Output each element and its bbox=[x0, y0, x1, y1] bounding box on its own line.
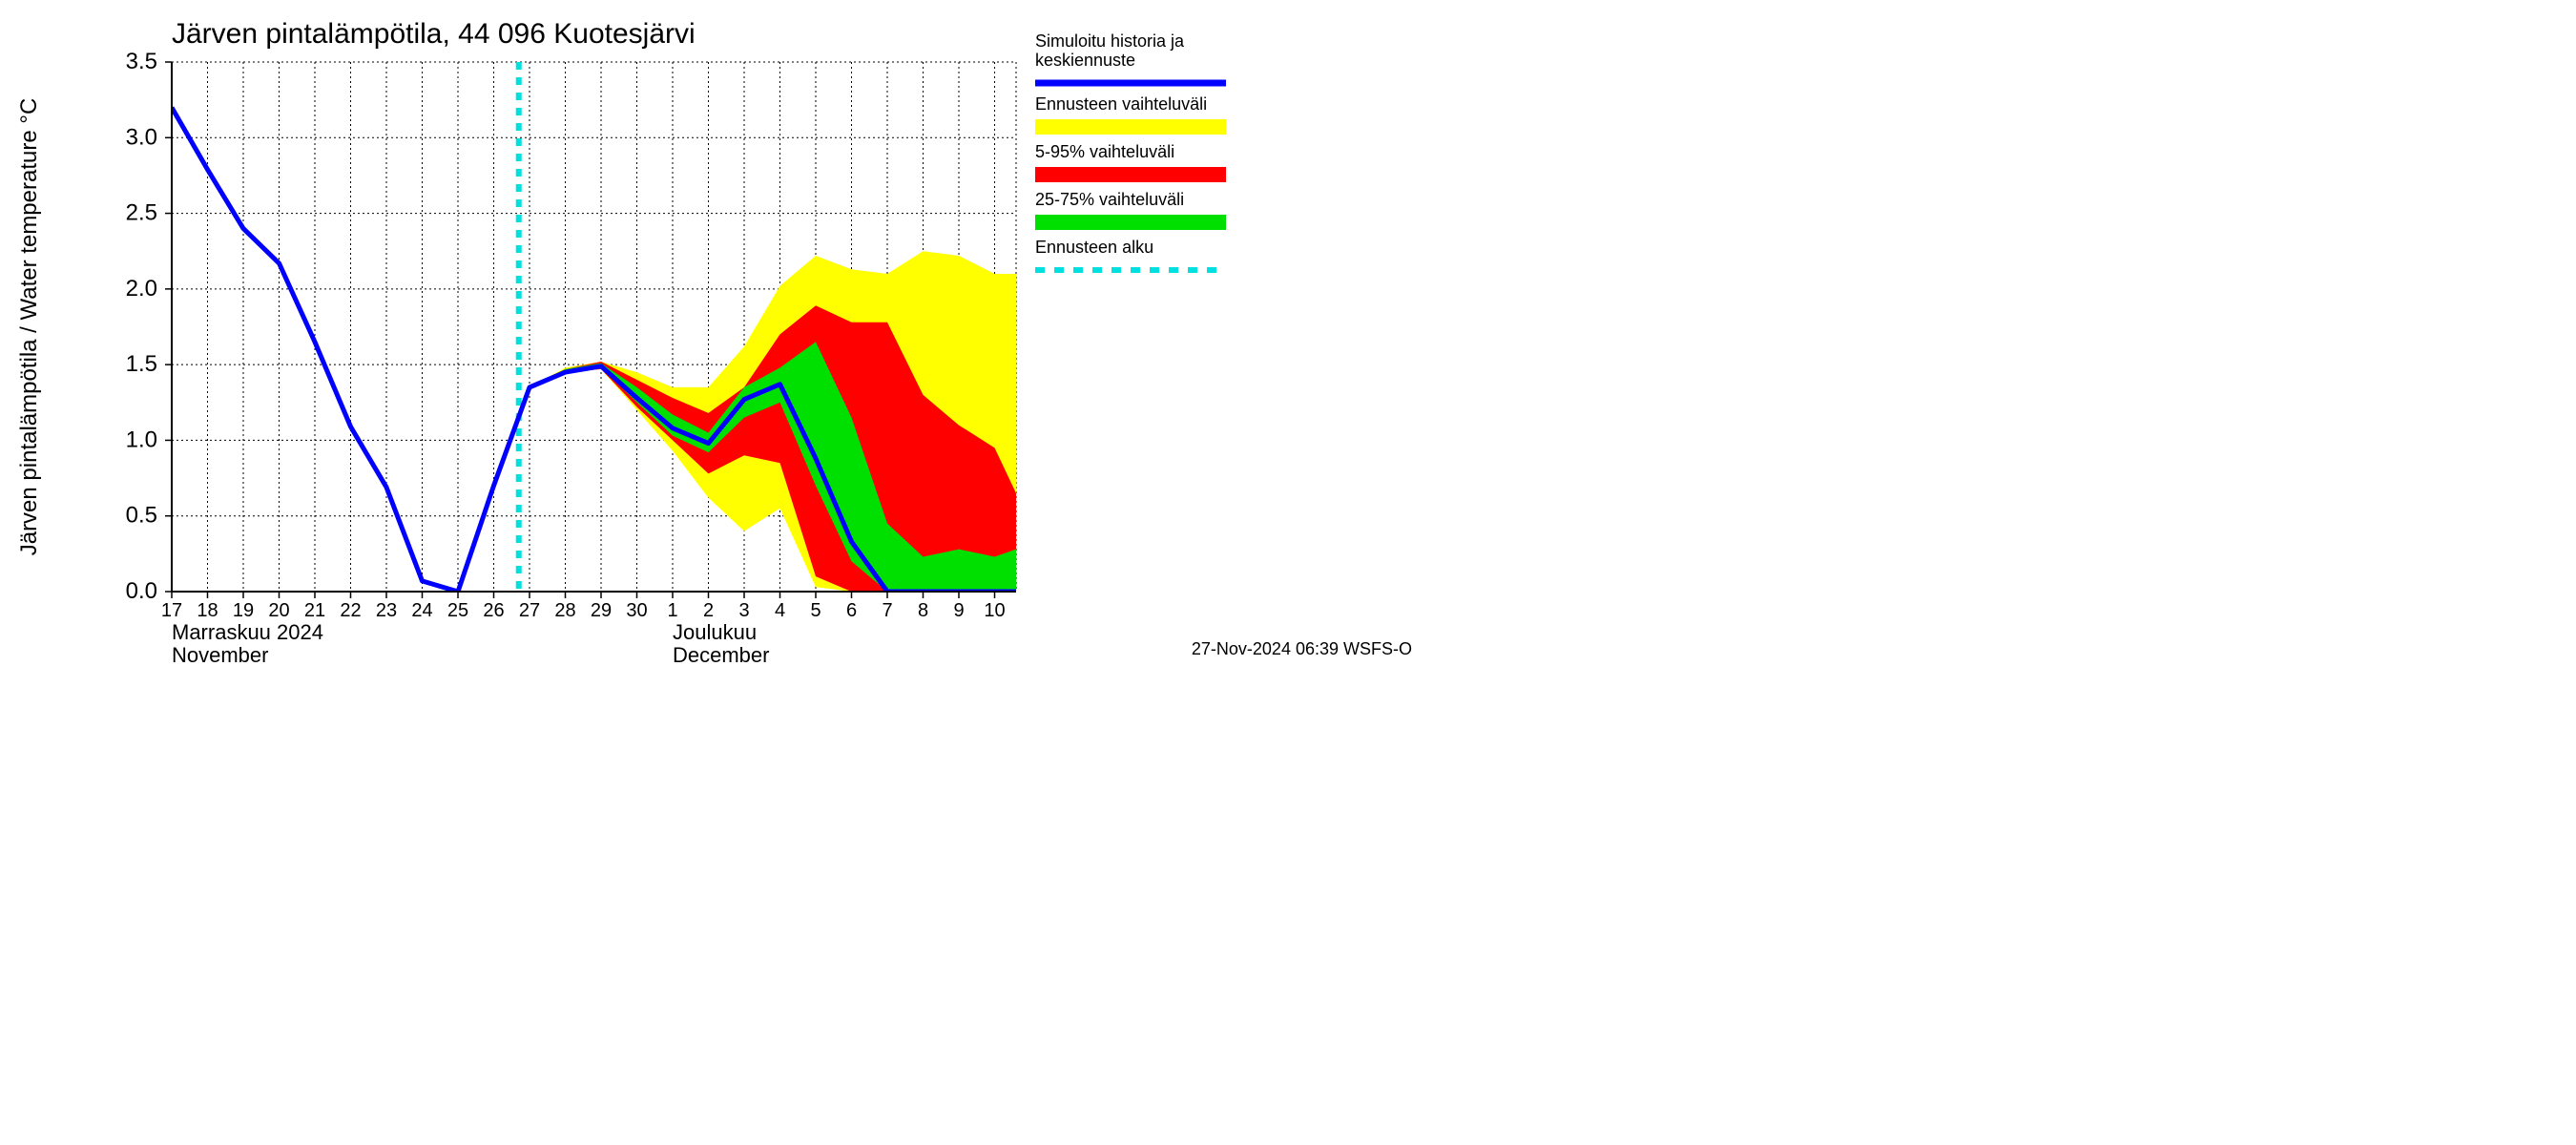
x-tick-label: 18 bbox=[197, 600, 218, 621]
x-tick-label: 22 bbox=[340, 600, 361, 621]
legend-label: keskiennuste bbox=[1035, 51, 1135, 70]
x-tick-label: 8 bbox=[918, 600, 928, 621]
x-tick-label: 26 bbox=[483, 600, 504, 621]
y-tick-label: 2.5 bbox=[126, 200, 157, 226]
x-tick-label: 3 bbox=[738, 600, 749, 621]
legend-swatch bbox=[1035, 167, 1226, 182]
y-tick-label: 0.0 bbox=[126, 578, 157, 604]
chart-wrap: 0.00.51.01.52.02.53.03.51718192021222324… bbox=[0, 0, 1431, 668]
x-tick-label: 27 bbox=[519, 600, 540, 621]
x-tick-label: 20 bbox=[268, 600, 289, 621]
legend-label: 5-95% vaihteluväli bbox=[1035, 142, 1174, 161]
x-tick-label: 1 bbox=[667, 600, 677, 621]
y-tick-label: 1.0 bbox=[126, 427, 157, 452]
x-tick-label: 5 bbox=[810, 600, 821, 621]
legend-swatch bbox=[1035, 215, 1226, 230]
x-tick-label: 24 bbox=[411, 600, 432, 621]
legend-label: Ennusteen alku bbox=[1035, 238, 1153, 257]
x-month-label: November bbox=[172, 643, 268, 667]
x-month-label: December bbox=[673, 643, 769, 667]
legend-label: Simuloitu historia ja bbox=[1035, 31, 1185, 51]
legend-label: 25-75% vaihteluväli bbox=[1035, 190, 1184, 209]
x-tick-label: 19 bbox=[233, 600, 254, 621]
x-tick-label: 6 bbox=[846, 600, 857, 621]
x-tick-label: 7 bbox=[882, 600, 892, 621]
x-month-label: Marraskuu 2024 bbox=[172, 620, 323, 644]
x-tick-label: 4 bbox=[775, 600, 785, 621]
x-tick-label: 17 bbox=[161, 600, 182, 621]
y-axis-label: Järven pintalämpötila / Water temperatur… bbox=[16, 98, 42, 556]
chart-svg: 0.00.51.01.52.02.53.03.51718192021222324… bbox=[0, 0, 1431, 668]
x-tick-label: 28 bbox=[554, 600, 575, 621]
y-tick-label: 2.0 bbox=[126, 276, 157, 302]
x-tick-label: 29 bbox=[591, 600, 612, 621]
x-tick-label: 21 bbox=[304, 600, 325, 621]
x-tick-label: 25 bbox=[447, 600, 468, 621]
x-tick-label: 9 bbox=[953, 600, 964, 621]
timestamp-footer: 27-Nov-2024 06:39 WSFS-O bbox=[1192, 639, 1412, 658]
y-tick-label: 3.5 bbox=[126, 49, 157, 74]
y-tick-label: 3.0 bbox=[126, 124, 157, 150]
legend-label: Ennusteen vaihteluväli bbox=[1035, 94, 1207, 114]
x-month-label: Joulukuu bbox=[673, 620, 757, 644]
chart-title: Järven pintalämpötila, 44 096 Kuotesjärv… bbox=[172, 18, 696, 50]
x-tick-label: 2 bbox=[703, 600, 714, 621]
x-tick-label: 30 bbox=[626, 600, 647, 621]
x-tick-label: 23 bbox=[376, 600, 397, 621]
x-tick-label: 10 bbox=[984, 600, 1005, 621]
y-tick-label: 1.5 bbox=[126, 351, 157, 377]
legend-swatch bbox=[1035, 119, 1226, 135]
y-tick-label: 0.5 bbox=[126, 503, 157, 529]
